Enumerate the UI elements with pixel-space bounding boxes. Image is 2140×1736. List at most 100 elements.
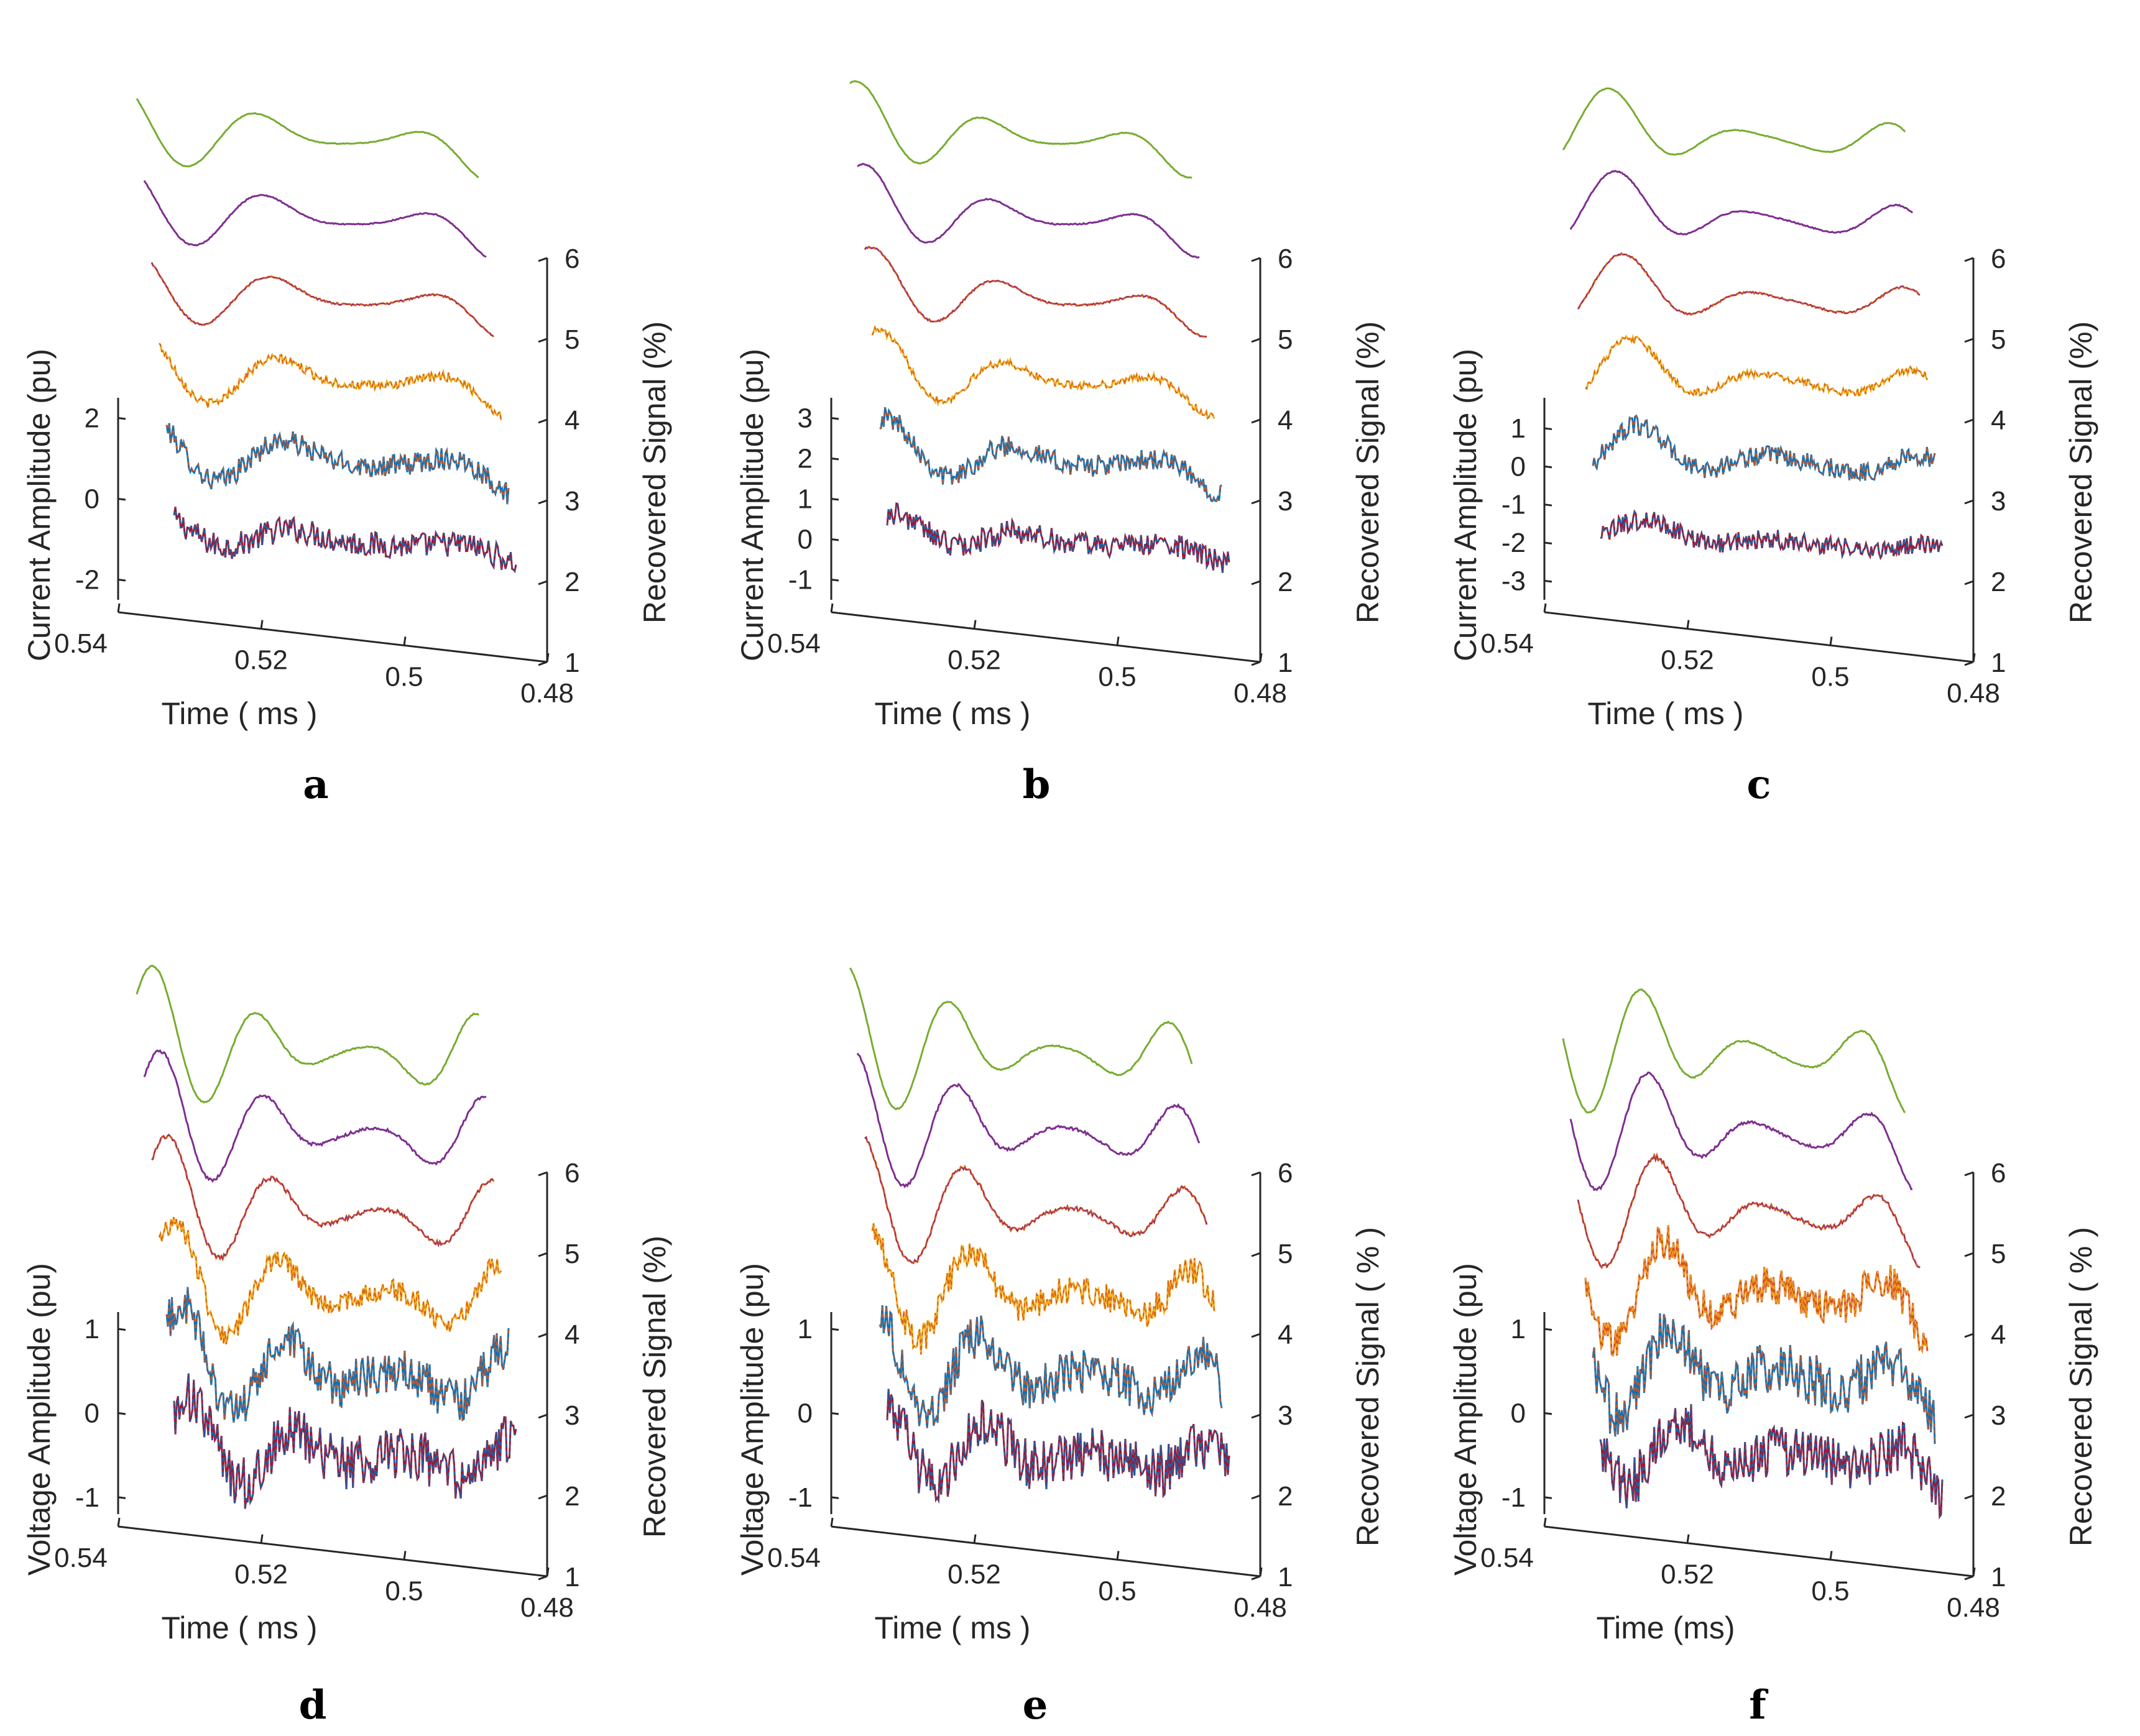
x-tick-label: 0.52 (234, 645, 288, 676)
panel-letter-f: f (1749, 1682, 1766, 1729)
x-tick (260, 1534, 264, 1543)
series-line-1 (886, 1389, 1230, 1504)
z-tick (538, 580, 548, 586)
y-tick-label: 1 (85, 1314, 99, 1344)
z-tick (1251, 1171, 1261, 1177)
x-tick-label: 0.48 (1947, 1592, 2000, 1623)
series-line-4 (151, 262, 494, 338)
y-tick (1544, 1496, 1552, 1499)
y-axis-label: Current Amplitude (pu) (1448, 349, 1483, 661)
series-line-3 (872, 1223, 1215, 1355)
x-tick-label: 0.5 (1098, 661, 1136, 692)
z-tick (1964, 1413, 1974, 1419)
y-axis-label: Voltage Amplitude (pu) (735, 1263, 770, 1576)
series-line-3 (872, 325, 1215, 420)
x-tick (117, 603, 121, 613)
z-tick-label: 4 (565, 1320, 579, 1350)
y-tick-label: 2 (798, 444, 813, 474)
z-tick-label: 2 (1278, 567, 1293, 597)
z-tick (1251, 1575, 1261, 1581)
x-tick (403, 1551, 407, 1560)
z-tick-label: 5 (565, 324, 579, 355)
z-tick-label: 2 (1278, 1481, 1293, 1512)
panel-d: -1 0 1 Voltage Amplitude (pu) 0.54 0.52 0.5 0.4… (0, 868, 713, 1735)
y-tick (1544, 465, 1552, 469)
x-tick (1829, 1551, 1833, 1560)
x-axis-label: Time ( ms ) (162, 696, 318, 731)
z-tick-label: 3 (565, 1400, 579, 1431)
series-line-3 (1585, 1225, 1928, 1357)
x-tick-label: 0.5 (385, 1576, 423, 1606)
panel-f: -1 0 1 Voltage Amplitude (pu) 0.54 0.52 0.5 0.4… (1426, 868, 2139, 1735)
z-tick-label: 1 (1991, 648, 2006, 678)
x-tick-label: 0.48 (1947, 678, 2000, 709)
z-axis-label: Recovered Signal ( % ) (1350, 1227, 1385, 1546)
z-tick-label: 3 (1991, 486, 2006, 517)
x-tick (1686, 620, 1690, 629)
series-line-2 (166, 423, 509, 505)
z-tick-label: 6 (1991, 1158, 2006, 1188)
y-tick (831, 1328, 839, 1331)
series-line-3 (871, 1223, 1215, 1355)
x-axis-label: Time ( ms ) (162, 1610, 318, 1645)
y-tick-label: 1 (1511, 1314, 1526, 1344)
z-tick (1964, 499, 1974, 505)
series-line-3 (871, 324, 1215, 420)
x-axis-line (1544, 611, 1974, 663)
z-tick (1251, 338, 1261, 343)
y-tick (1544, 1412, 1552, 1415)
z-tick (1964, 338, 1974, 343)
z-tick-label: 6 (1278, 244, 1293, 274)
x-tick-label: 0.52 (1661, 1559, 1714, 1590)
z-tick-label: 4 (1278, 405, 1293, 436)
y-tick (118, 1328, 126, 1331)
x-tick-label: 0.54 (54, 1543, 108, 1573)
z-tick-label: 4 (1991, 405, 2006, 436)
series-line-1 (1600, 510, 1943, 559)
x-axis-label: Time ( ms ) (1588, 696, 1744, 731)
z-tick-label: 5 (1278, 324, 1293, 355)
y-tick (118, 417, 126, 420)
z-tick (1964, 1575, 1974, 1581)
z-tick (1964, 580, 1974, 586)
z-tick (1251, 1333, 1261, 1338)
z-tick-label: 6 (565, 1158, 579, 1188)
x-tick-label: 0.48 (520, 1592, 574, 1623)
series-line-4 (1577, 1153, 1921, 1269)
z-tick (1251, 1413, 1261, 1419)
x-tick (117, 1517, 121, 1527)
z-tick-label: 4 (1278, 1320, 1293, 1350)
x-tick-label: 0.54 (767, 1543, 821, 1573)
z-tick-label: 3 (1278, 1400, 1293, 1431)
series-line-4 (864, 1136, 1208, 1264)
x-tick-label: 0.54 (1480, 628, 1534, 659)
chart-f: -1 0 1 Voltage Amplitude (pu)0.54 0.52 0.5 0.4… (1448, 988, 2098, 1645)
x-tick-label: 0.5 (385, 661, 423, 692)
z-tick-label: 1 (1991, 1562, 2006, 1592)
y-tick-label: 0 (1511, 1398, 1526, 1429)
z-tick (1964, 418, 1974, 424)
y-tick-label: 0 (798, 525, 813, 555)
chart-e: -1 0 1 Voltage Amplitude (pu)0.54 0.52 0.5 0.4… (735, 967, 1385, 1645)
x-tick-label: 0.54 (767, 628, 821, 659)
x-axis-label: Time (ms) (1596, 1610, 1735, 1645)
x-axis-line (118, 611, 548, 663)
x-tick-label: 0.5 (1811, 661, 1849, 692)
x-axis-label: Time ( ms ) (875, 1610, 1031, 1645)
y-tick (118, 1412, 126, 1415)
y-tick-label: 3 (798, 403, 813, 434)
y-tick-label: -2 (1501, 528, 1526, 558)
z-tick-label: 1 (1278, 648, 1293, 678)
chart-d: -1 0 1 Voltage Amplitude (pu)0.54 0.52 0.5 0.4… (22, 964, 672, 1645)
panel-letter-c: c (1746, 761, 1771, 808)
x-tick (973, 620, 977, 629)
series-line-5 (143, 1049, 487, 1183)
y-tick (118, 498, 126, 501)
z-tick-label: 6 (1278, 1158, 1293, 1188)
z-tick-label: 3 (1991, 1400, 2006, 1431)
z-tick (538, 1252, 548, 1257)
x-axis-line (831, 611, 1261, 663)
series-line-4 (150, 262, 495, 338)
chart-a: -2 0 2 Current Amplitude (pu)0.54 0.52 0.5 0.4… (22, 98, 672, 731)
